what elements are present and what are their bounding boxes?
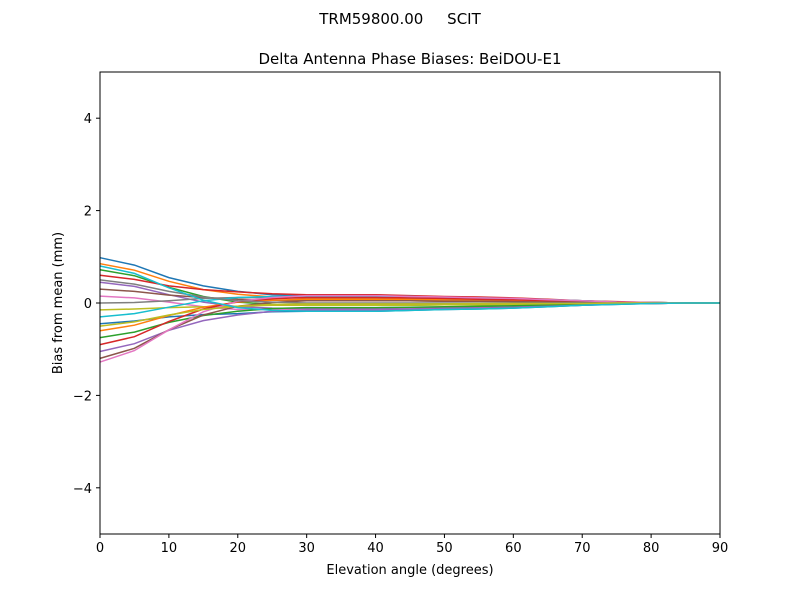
y-axis: −4 −2 0 2 4 [73, 112, 100, 497]
x-tick-label: 50 [436, 541, 453, 556]
y-axis-label: Bias from mean (mm) [51, 232, 66, 374]
y-tick-label: −2 [73, 389, 92, 404]
x-tick-label: 0 [96, 541, 104, 556]
x-axis: 0 10 20 30 40 50 60 70 80 90 [96, 534, 728, 556]
y-tick-label: 0 [84, 297, 92, 312]
y-tick-label: −4 [73, 482, 92, 497]
x-tick-label: 10 [161, 541, 178, 556]
x-tick-label: 20 [230, 541, 247, 556]
series-line [99, 265, 720, 313]
x-tick-label: 30 [298, 541, 315, 556]
x-tick-label: 80 [643, 541, 660, 556]
y-tick-label: 4 [84, 112, 92, 127]
series-line [99, 302, 720, 327]
series-line [99, 294, 720, 363]
figure-title: TRM59800.00 SCIT [318, 10, 481, 28]
series-lines [99, 256, 720, 363]
y-tick-label: 2 [84, 205, 92, 220]
x-tick-label: 40 [367, 541, 384, 556]
x-tick-label: 70 [574, 541, 591, 556]
x-tick-label: 90 [712, 541, 729, 556]
x-tick-label: 60 [505, 541, 522, 556]
chart-title: Delta Antenna Phase Biases: BeiDOU-E1 [259, 50, 562, 68]
x-axis-label: Elevation angle (degrees) [326, 563, 493, 578]
